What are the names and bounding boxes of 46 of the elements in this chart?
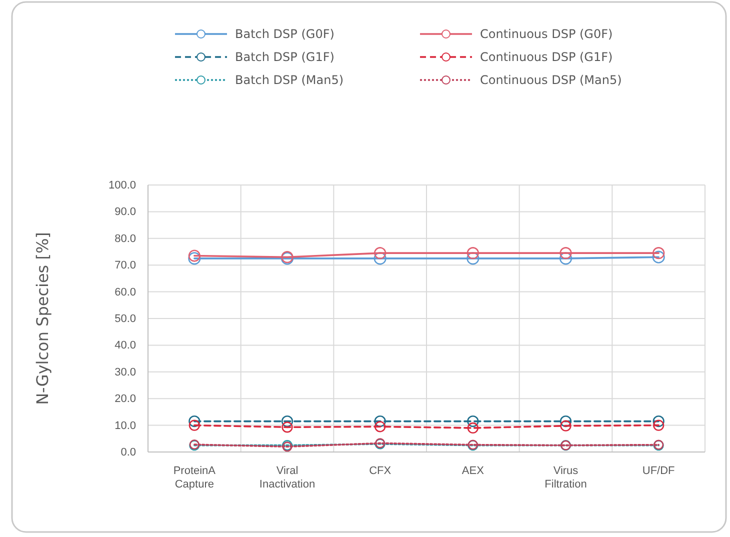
legend-label: Batch DSP (G1F) bbox=[235, 50, 334, 64]
y-tick-label: 10.0 bbox=[114, 420, 136, 432]
x-tick-label: UF/DF bbox=[642, 464, 676, 477]
point bbox=[188, 420, 200, 431]
point bbox=[466, 252, 480, 265]
x-tick-label: ProteinA Capture bbox=[173, 464, 216, 491]
x-tick-label: Viral Inactivation bbox=[259, 464, 316, 491]
point bbox=[652, 247, 665, 260]
y-tick-label: 80.0 bbox=[114, 232, 136, 245]
point bbox=[560, 415, 572, 428]
point bbox=[188, 415, 200, 428]
point bbox=[467, 422, 478, 434]
legend-label: Continuous DSP (Man5) bbox=[480, 73, 622, 87]
point bbox=[467, 415, 479, 428]
point bbox=[282, 422, 293, 433]
point bbox=[281, 415, 294, 428]
y-tick-label: 20.0 bbox=[114, 393, 136, 406]
point bbox=[652, 250, 665, 264]
point bbox=[188, 250, 200, 262]
y-tick-label: 70.0 bbox=[114, 260, 136, 272]
y-tick-label: 90.0 bbox=[114, 206, 136, 218]
y-tick-label: 40.0 bbox=[114, 340, 136, 352]
point bbox=[374, 421, 386, 432]
y-tick-label: 50.0 bbox=[114, 313, 136, 326]
y-tick-label: 30.0 bbox=[114, 366, 136, 378]
x-tick-label: AEX bbox=[462, 464, 485, 477]
legend-label: Batch DSP (G0F) bbox=[235, 27, 334, 41]
y-axis-title: N-Gylcon Species [%] bbox=[33, 232, 52, 405]
legend-label: Continuous DSP (G1F) bbox=[480, 50, 613, 64]
legend-label: Continuous DSP (G0F) bbox=[480, 27, 613, 41]
point bbox=[374, 247, 386, 260]
point bbox=[374, 415, 386, 428]
point bbox=[374, 252, 386, 265]
point bbox=[560, 247, 572, 260]
point bbox=[466, 247, 479, 260]
x-tick-label: Virus Filtration bbox=[544, 464, 587, 491]
point bbox=[560, 420, 572, 432]
x-tick-label: CFX bbox=[369, 464, 392, 477]
point bbox=[559, 252, 572, 265]
y-tick-label: 0.0 bbox=[120, 446, 136, 459]
legend-label: Batch DSP (Man5) bbox=[235, 73, 344, 87]
y-tick-label: 60.0 bbox=[114, 286, 136, 298]
point bbox=[653, 420, 664, 431]
y-tick-label: 100.0 bbox=[108, 180, 136, 192]
point bbox=[652, 415, 664, 428]
point bbox=[188, 252, 201, 265]
